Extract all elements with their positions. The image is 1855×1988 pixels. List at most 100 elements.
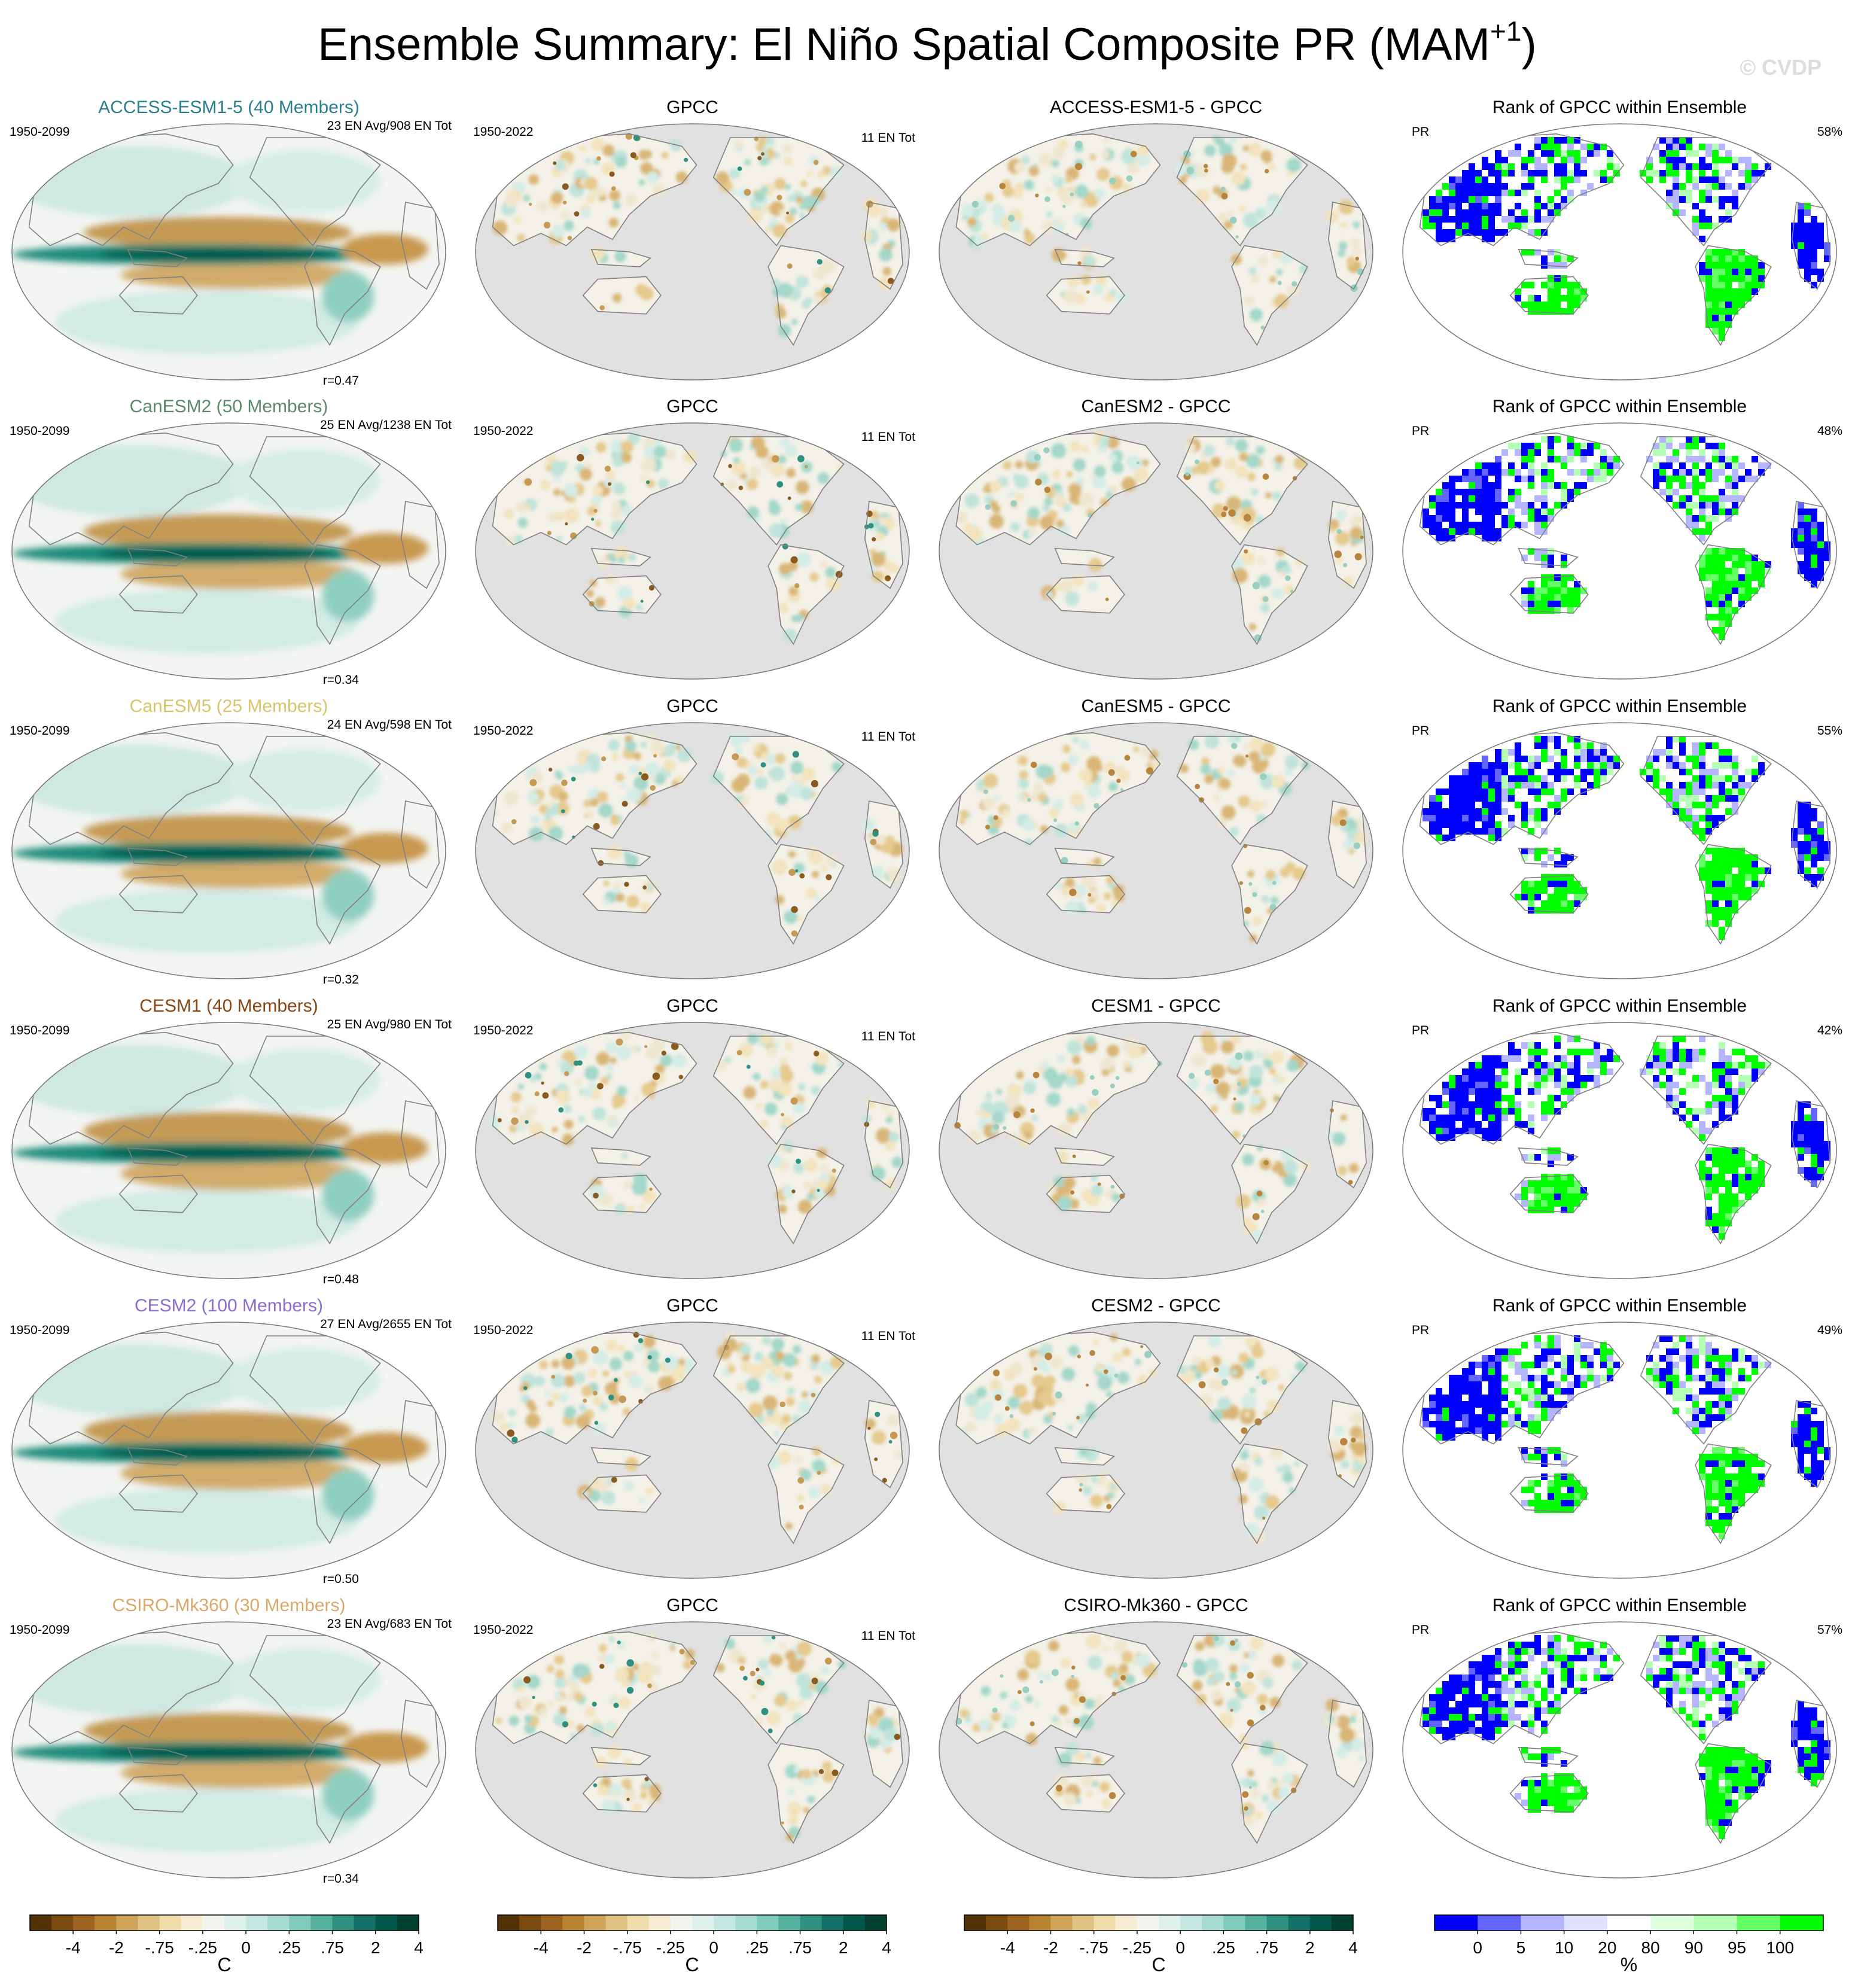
model-panel: CSIRO-Mk360 (30 Members) 1950-2099 23 EN A… <box>10 1596 452 1886</box>
coastline-australia <box>582 875 662 914</box>
coastline-asia <box>492 1031 697 1145</box>
colorbar-swatch <box>1309 1915 1332 1931</box>
row-5: CESM2 (100 Members) 1950-2099 27 EN Avg/26… <box>10 1296 1842 1586</box>
coastline-samerica <box>304 844 381 945</box>
diff-panel: CanESM5 - GPCC <box>939 696 1373 979</box>
coastline-australia <box>582 1774 662 1813</box>
coastline-asia <box>955 432 1161 546</box>
colorbar-unit: % <box>1621 1954 1637 1975</box>
coastline-namerica <box>1640 1635 1772 1745</box>
colorbar-tick-label: 5 <box>1516 1938 1526 1957</box>
colorbar-swatch <box>1564 1915 1608 1931</box>
rank-panel-title: Rank of GPCC within Ensemble <box>1492 397 1747 416</box>
rank-field <box>1403 124 1836 380</box>
coastline-namerica <box>1640 1036 1772 1145</box>
coastline-australia <box>582 276 662 315</box>
pattern-correlation: r=0.50 <box>323 1572 359 1586</box>
colorbar-swatch <box>843 1915 866 1931</box>
colorbar-swatch <box>202 1915 225 1931</box>
model-panel-title: ACCESS-ESM1-5 (40 Members) <box>98 98 360 117</box>
map-boundary <box>11 422 446 680</box>
colorbar-tick-label: .75 <box>788 1938 812 1957</box>
coastline-asia <box>955 732 1161 845</box>
rank-panel-title: Rank of GPCC within Ensemble <box>1492 996 1747 1016</box>
colorbar-swatch <box>354 1915 376 1931</box>
obs-event-count: 11 EN Tot <box>861 131 915 145</box>
rank-variable: PR <box>1412 424 1429 438</box>
model-panel-title: CESM1 (40 Members) <box>139 996 318 1016</box>
colorbar-swatch <box>648 1915 671 1931</box>
colorbar-tick-label: .25 <box>745 1938 769 1957</box>
obs-years: 1950-2022 <box>473 424 533 438</box>
map-boundary <box>939 123 1373 380</box>
pattern-correlation: r=0.34 <box>323 1872 359 1886</box>
colorbar-tick-label: .25 <box>278 1938 301 1957</box>
rank-field <box>1403 723 1836 979</box>
coastline-maritime <box>590 547 651 567</box>
colorbar-swatch <box>821 1915 844 1931</box>
rank-field <box>1403 1322 1836 1578</box>
colorbar-unit: C <box>685 1954 699 1975</box>
colorbar-swatch <box>584 1915 606 1931</box>
coastline-australia <box>118 575 198 614</box>
coastline-maritime <box>1054 248 1115 267</box>
coastline-maritime <box>1054 847 1115 866</box>
colorbar-tick-label: -2 <box>1043 1938 1058 1957</box>
coastline-samerica <box>767 1743 845 1844</box>
obs-years: 1950-2022 <box>473 724 533 738</box>
coastline-samerica <box>1231 1143 1308 1245</box>
coastline-asia <box>492 133 697 246</box>
map-boundary <box>11 1621 446 1879</box>
obs-event-count: 11 EN Tot <box>861 730 915 744</box>
colorbar-tick-label: 2 <box>839 1938 848 1957</box>
model-years: 1950-2099 <box>10 125 69 139</box>
coastline-asia <box>955 1331 1161 1445</box>
coastline-maritime <box>1054 1147 1115 1166</box>
colorbar-swatch <box>864 1915 887 1931</box>
diff-panel-title: CESM2 - GPCC <box>1091 1296 1221 1316</box>
rank-panel: Rank of GPCC within Ensemble PR 42% <box>1402 996 1842 1279</box>
colorbar-tick-label: -4 <box>1000 1938 1015 1957</box>
colorbar-swatch <box>224 1915 246 1931</box>
colorbar-tick-label: -.75 <box>613 1938 642 1957</box>
coastline-asia <box>492 1631 697 1745</box>
colorbar-tick-label: 95 <box>1728 1938 1746 1957</box>
rank-variable: PR <box>1412 1024 1429 1037</box>
row-1: ACCESS-ESM1-5 (40 Members) 1950-2099 23 EN… <box>10 98 1842 388</box>
model-field <box>12 124 446 380</box>
colorbar-swatch <box>986 1915 1008 1931</box>
coastline-samerica <box>1695 844 1772 945</box>
colorbar-tick-label: .75 <box>321 1938 344 1957</box>
pattern-correlation: r=0.47 <box>323 374 359 388</box>
colorbar-swatch <box>735 1915 757 1931</box>
coastline-australia <box>1046 875 1125 914</box>
colorbar-swatch <box>95 1915 117 1931</box>
obs-event-count: 11 EN Tot <box>861 1030 915 1043</box>
observed-field <box>476 1022 909 1278</box>
coastline-namerica <box>1176 1036 1308 1145</box>
diff-panel-title: ACCESS-ESM1-5 - GPCC <box>1050 98 1262 117</box>
rank-colorbar: 0 5 10 20 80 90 95 100% <box>1434 1914 1824 1975</box>
colorbar-tick-label: .75 <box>1255 1938 1278 1957</box>
colorbar-tick-label: -.75 <box>1080 1938 1108 1957</box>
rank-percent: 58% <box>1817 125 1842 139</box>
model-event-count: 25 EN Avg/1238 EN Tot <box>320 418 452 432</box>
pr-colorbar-3: -4 -2 -.75 -.25 0 .25 .75 2 4 C <box>964 1914 1358 1975</box>
coastline-maritime <box>127 1147 188 1166</box>
obs-event-count: 11 EN Tot <box>861 1329 915 1343</box>
row-3: CanESM5 (25 Members) 1950-2099 24 EN Avg/5… <box>10 696 1842 987</box>
colorbar-swatch <box>800 1915 823 1931</box>
rank-field <box>1403 1022 1836 1278</box>
model-years: 1950-2099 <box>10 1323 69 1337</box>
model-field <box>12 1322 446 1578</box>
colorbar-tick-label: 2 <box>371 1938 380 1957</box>
coastline-namerica <box>249 436 381 546</box>
coastline-asia <box>1419 1031 1625 1145</box>
coastline-maritime <box>1518 248 1579 267</box>
colorbar-swatch <box>1607 1915 1651 1931</box>
rank-panel: Rank of GPCC within Ensemble PR 58% <box>1402 98 1842 380</box>
colorbar-swatch <box>1072 1915 1095 1931</box>
colorbar-unit: C <box>1152 1954 1165 1975</box>
coastline-asia <box>1419 1331 1625 1445</box>
coastline-namerica <box>249 736 381 845</box>
